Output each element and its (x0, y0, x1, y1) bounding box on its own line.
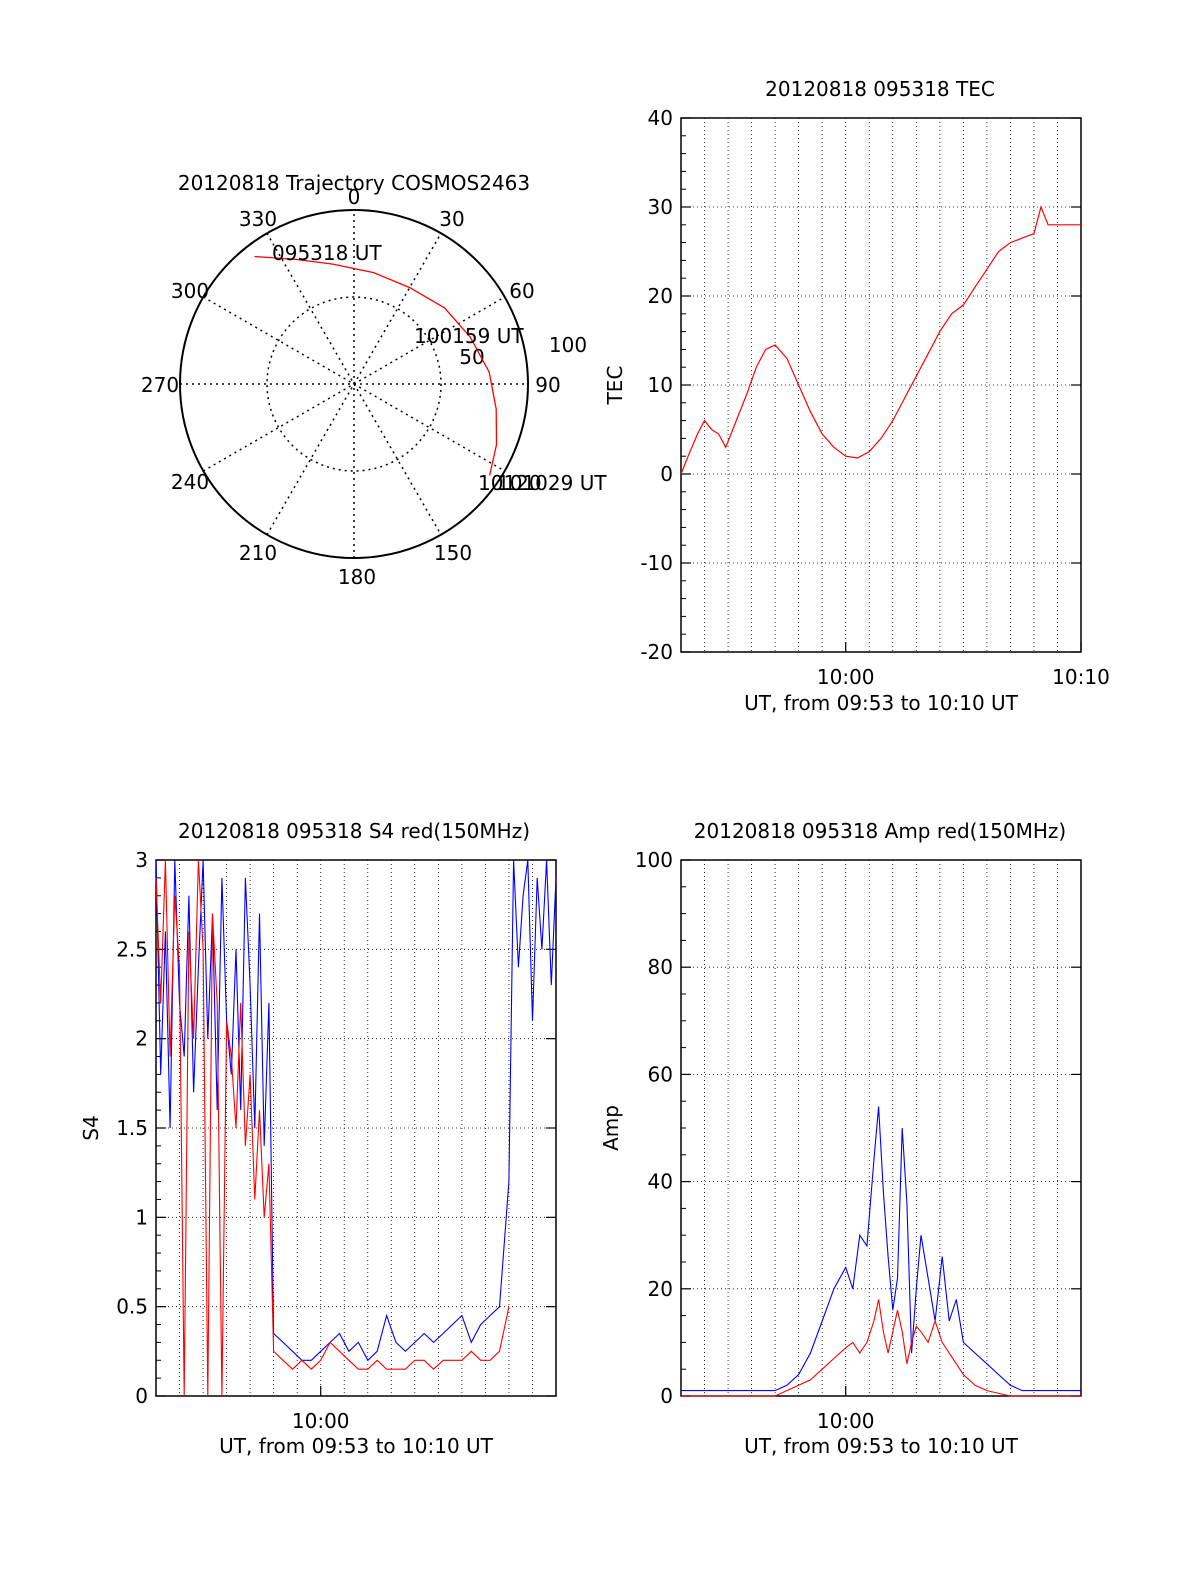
amp-ytick-label: 80 (648, 955, 673, 979)
s4-ytick-label: 0.5 (116, 1295, 148, 1319)
amp-ytick-label: 20 (648, 1277, 673, 1301)
tec-chart: 20120818 095318 TEC -20 -10 0 10 20 30 40 10:00… (603, 77, 1110, 715)
amp-ylabel: Amp (599, 1105, 623, 1151)
amp-ytick-label: 40 (648, 1170, 673, 1194)
s4-ytick-label: 2.5 (116, 937, 148, 961)
azimuth-label-0: 0 (348, 185, 361, 209)
tec-ytick-label: -20 (640, 640, 673, 664)
amp-red-series-line (681, 1300, 1081, 1397)
amp-chart: 20120818 095318 Amp red(150MHz) 0 20 40 60 8… (599, 819, 1081, 1458)
azimuth-label-330: 330 (239, 207, 277, 231)
s4-ytick-label: 1 (135, 1205, 148, 1229)
mid-time-label: 100159 UT (414, 324, 524, 348)
tec-series-line (681, 207, 1081, 474)
amp-xtick-label: 10:00 (817, 1409, 875, 1433)
tec-ytick-label: 30 (648, 195, 673, 219)
start-time-label: 095318 UT (272, 241, 382, 265)
s4-xtick-label: 10:00 (292, 1409, 350, 1433)
tec-ytick-label: 20 (648, 284, 673, 308)
radial-label-100: 100 (549, 333, 587, 357)
tec-xtick-label: 10:10 (1052, 665, 1110, 689)
figure: 20120818 Trajectory COSMOS2463 030609015… (0, 0, 1200, 1575)
amp-title: 20120818 095318 Amp red(150MHz) (694, 819, 1066, 843)
azimuth-label-180: 180 (338, 565, 376, 589)
azimuth-label-270: 270 (141, 373, 179, 397)
tec-ytick-label: 10 (648, 373, 673, 397)
amp-xlabel: UT, from 09:53 to 10:10 UT (744, 1434, 1019, 1458)
s4-chart: 20120818 095318 S4 red(150MHz) 0 0.5 1 1.5 2… (79, 819, 556, 1458)
amp-blue-series-line (681, 1107, 1081, 1391)
tec-ylabel: TEC (603, 366, 627, 406)
tec-ytick-label: 40 (648, 106, 673, 130)
s4-xlabel: UT, from 09:53 to 10:10 UT (219, 1434, 494, 1458)
azimuth-label-240: 240 (171, 470, 209, 494)
tec-xlabel: UT, from 09:53 to 10:10 UT (744, 691, 1019, 715)
tec-ytick-label: 0 (660, 462, 673, 486)
azimuth-label-210: 210 (239, 541, 277, 565)
tec-xtick-label: 10:00 (817, 665, 875, 689)
tec-ytick-label: -10 (640, 551, 673, 575)
tec-title: 20120818 095318 TEC (765, 77, 995, 101)
amp-ytick-label: 0 (660, 1384, 673, 1408)
s4-title: 20120818 095318 S4 red(150MHz) (178, 819, 530, 843)
s4-ytick-label: 2 (135, 1027, 148, 1051)
azimuth-label-150: 150 (434, 541, 472, 565)
amp-ytick-label: 60 (648, 1062, 673, 1086)
s4-ytick-label: 0 (135, 1384, 148, 1408)
s4-ylabel: S4 (79, 1115, 103, 1140)
s4-ytick-label: 3 (135, 848, 148, 872)
amp-ytick-label: 100 (635, 848, 673, 872)
end-time-label: 101029 UT (497, 471, 607, 495)
s4-ytick-label: 1.5 (116, 1116, 148, 1140)
polar-trajectory-chart: 20120818 Trajectory COSMOS2463 030609015… (141, 171, 607, 589)
azimuth-label-60: 60 (509, 279, 534, 303)
azimuth-label-90: 90 (535, 373, 560, 397)
azimuth-label-30: 30 (439, 207, 464, 231)
s4-blue-series-line (156, 860, 556, 1360)
azimuth-label-300: 300 (171, 279, 209, 303)
